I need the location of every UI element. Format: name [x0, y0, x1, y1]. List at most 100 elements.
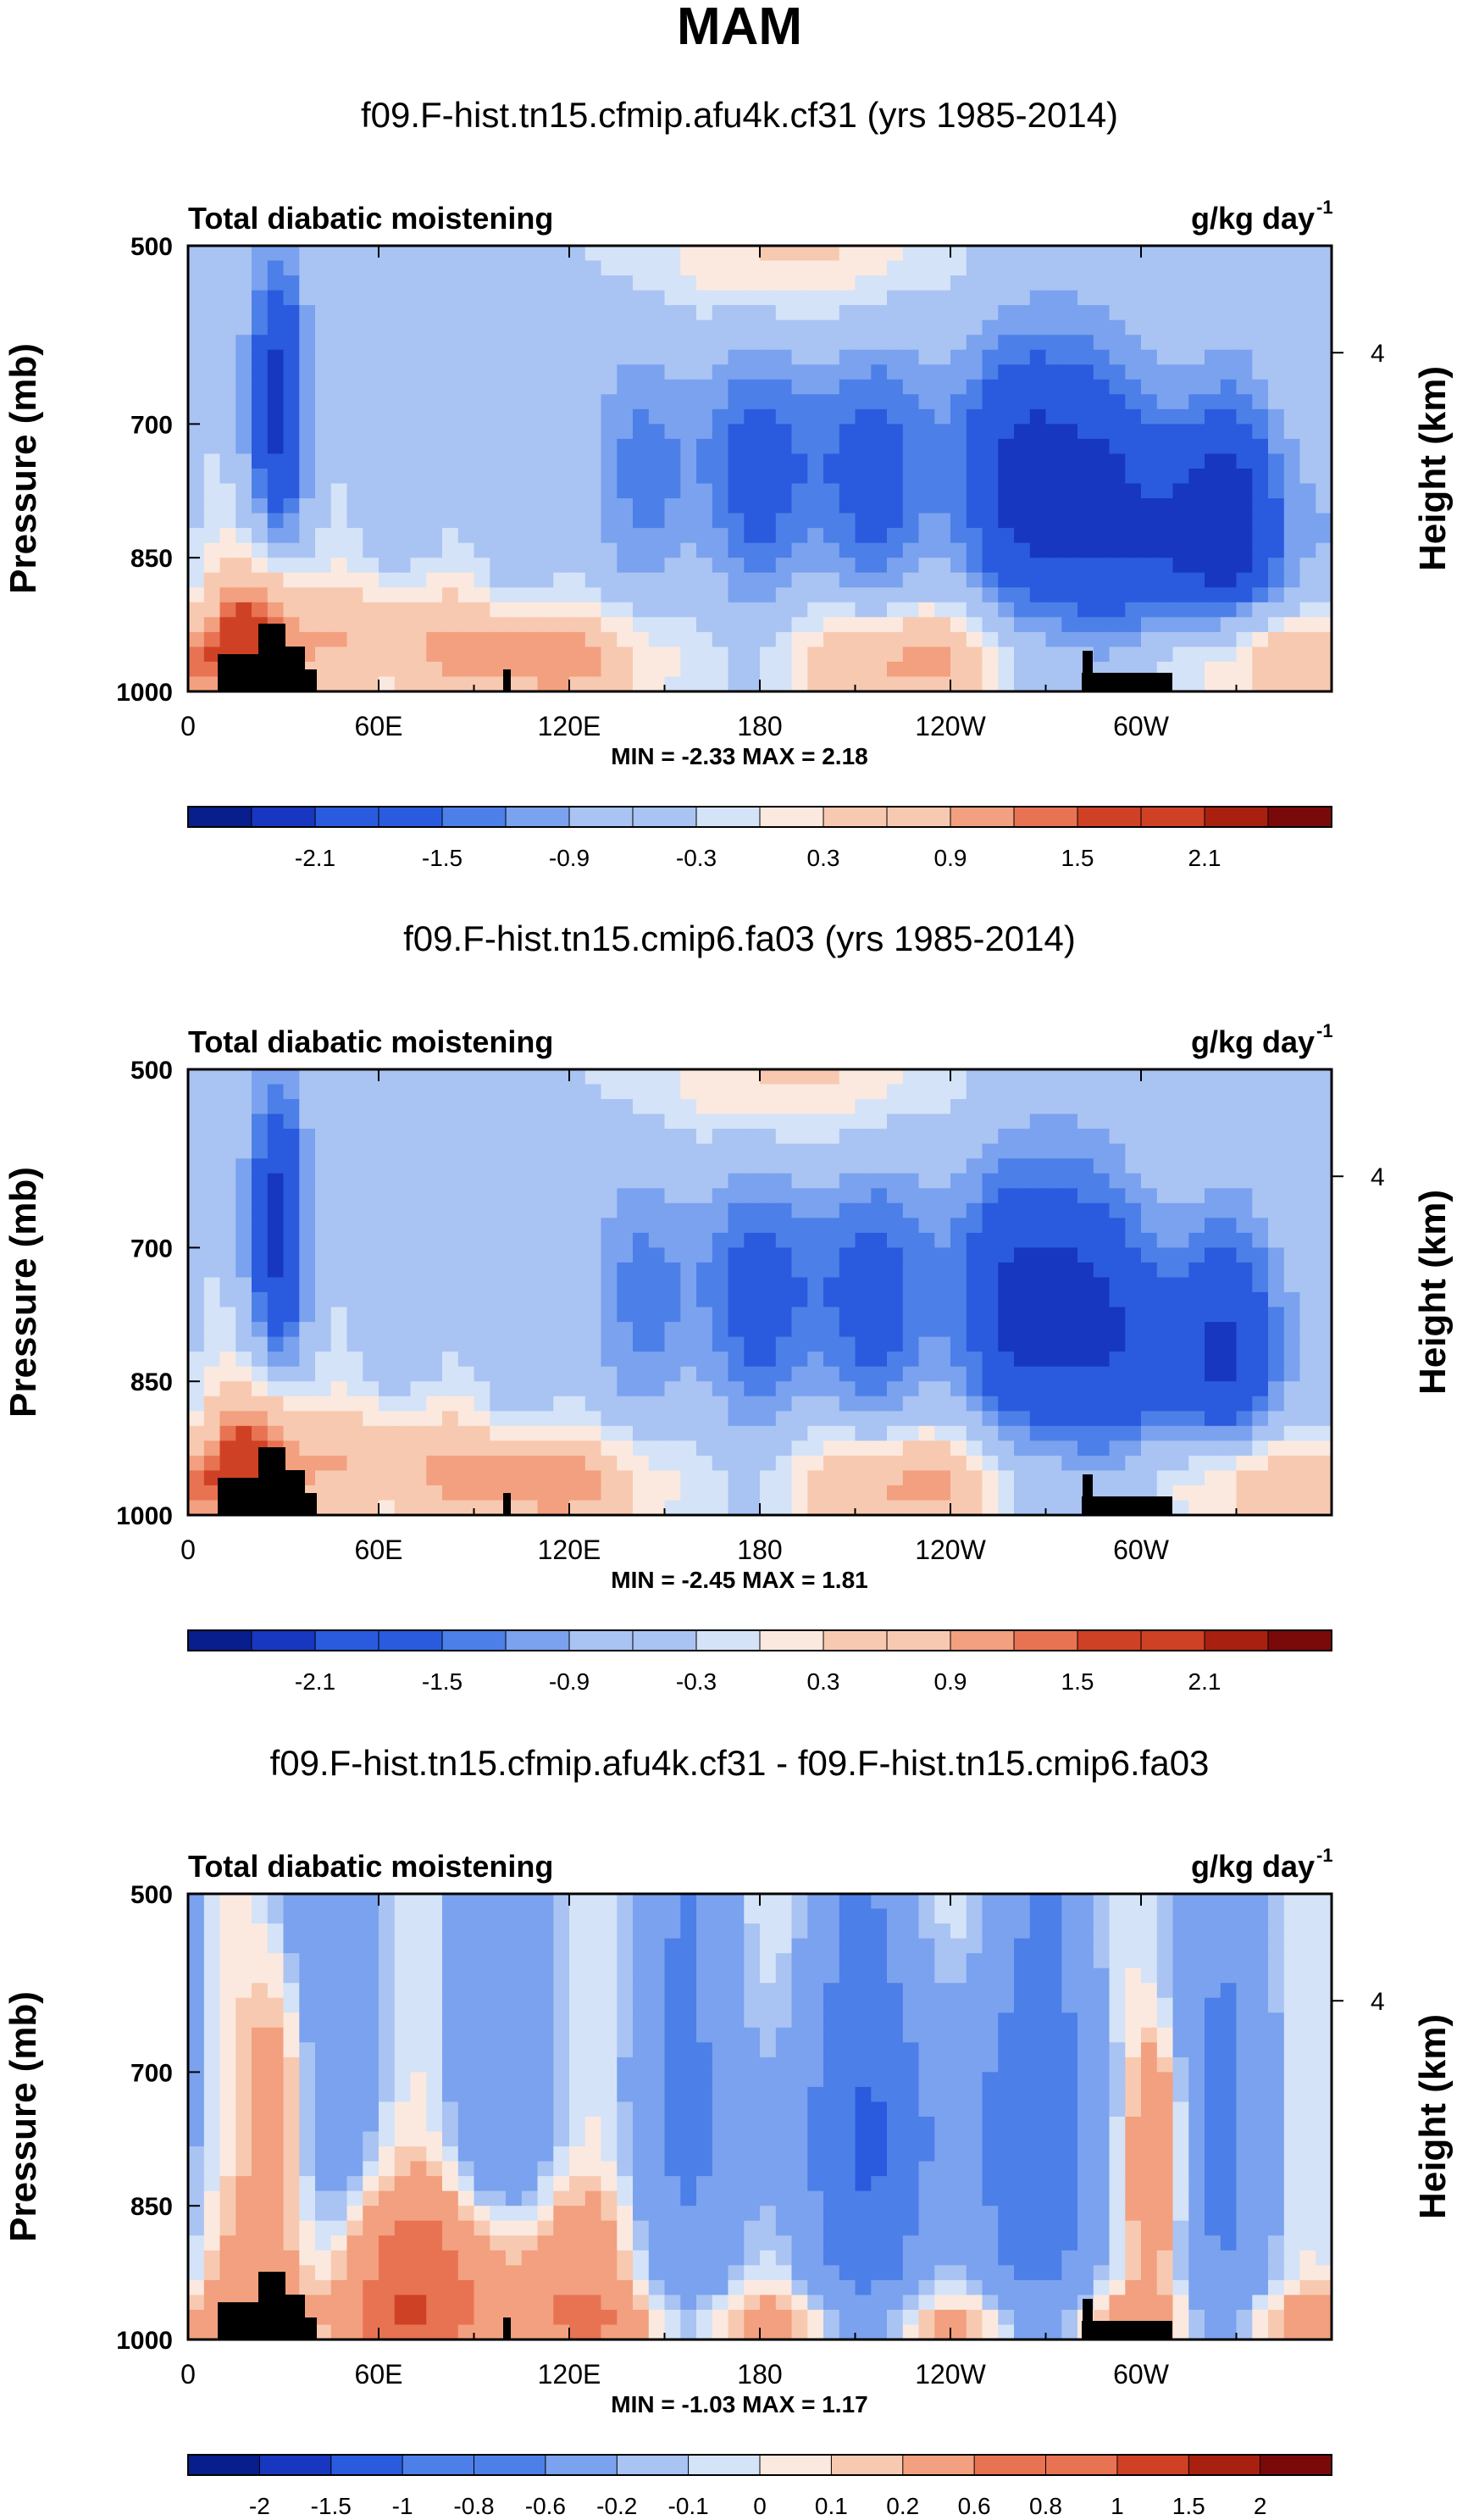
field-cell: [1125, 1381, 1142, 1397]
field-cell: [283, 528, 300, 544]
field-cell: [1172, 1307, 1189, 1323]
field-cell: [410, 1069, 427, 1085]
field-cell: [330, 1158, 348, 1174]
field-cell: [299, 1411, 316, 1427]
field-cell: [1093, 335, 1111, 351]
field-cell: [696, 1247, 713, 1263]
field-cell: [426, 349, 443, 365]
field-cell: [1029, 1292, 1047, 1308]
field-cell: [1156, 469, 1174, 485]
field-cell: [379, 528, 396, 544]
field-cell: [346, 1485, 363, 1501]
field-cell: [633, 1470, 650, 1486]
field-cell: [982, 1983, 999, 1999]
field-cell: [490, 513, 507, 529]
field-cell: [363, 1084, 379, 1100]
field-cell: [1205, 1983, 1221, 1999]
field-cell: [1014, 1292, 1031, 1308]
field-cell: [1205, 246, 1221, 262]
field-cell: [394, 1908, 412, 1924]
field-cell: [219, 1202, 236, 1218]
field-cell: [855, 394, 872, 410]
field-cell: [1172, 676, 1189, 692]
field-cell: [1220, 246, 1238, 262]
field-cell: [315, 1277, 332, 1293]
field-cell: [839, 1983, 856, 1999]
field-cell: [1188, 647, 1205, 663]
field-cell: [426, 1173, 443, 1189]
field-cell: [918, 1322, 935, 1338]
field-cell: [728, 364, 745, 380]
field-cell: [506, 1336, 523, 1352]
field-cell: [203, 1894, 221, 1910]
field-cell: [1268, 1173, 1285, 1189]
field-cell: [918, 1381, 935, 1397]
field-cell: [219, 290, 236, 306]
field-cell: [1268, 1908, 1285, 1924]
field-cell: [887, 1307, 904, 1323]
field-cell: [1093, 1336, 1111, 1352]
field-cell: [283, 1953, 300, 1969]
field-cell: [839, 1938, 856, 1954]
field-cell: [283, 1129, 300, 1145]
field-cell: [521, 246, 539, 262]
field-cell: [252, 1983, 269, 1999]
field-cell: [1236, 572, 1253, 588]
field-cell: [871, 438, 888, 454]
field-cell: [871, 1366, 888, 1382]
field-cell: [457, 1069, 475, 1085]
field-cell: [998, 349, 1015, 365]
field-cell: [474, 1277, 490, 1293]
field-cell: [1252, 647, 1269, 663]
field-cell: [569, 438, 586, 454]
field-cell: [982, 1336, 999, 1352]
field-cell: [521, 1322, 539, 1338]
field-cell: [394, 1262, 412, 1278]
field-cell: [744, 275, 761, 291]
field-cell: [680, 587, 697, 603]
field-cell: [1093, 572, 1111, 588]
field-cell: [410, 1938, 427, 1954]
field-cell: [633, 1218, 650, 1234]
field-cell: [1077, 1262, 1094, 1278]
field-cell: [283, 1188, 300, 1204]
field-cell: [950, 1938, 967, 1954]
field-cell: [506, 1440, 523, 1457]
field-cell: [998, 1218, 1015, 1234]
field-cell: [648, 1113, 666, 1130]
field-cell: [728, 617, 745, 633]
field-cell: [601, 1188, 618, 1204]
field-cell: [490, 587, 507, 603]
field-cell: [537, 260, 554, 276]
field-cell: [553, 528, 570, 544]
field-cell: [744, 394, 761, 410]
field-cell: [902, 1084, 920, 1100]
field-cell: [584, 587, 602, 603]
field-cell: [902, 1396, 920, 1412]
y-tick-label: 850: [130, 1368, 173, 1396]
field-cell: [807, 1129, 824, 1145]
field-cell: [363, 394, 379, 410]
field-cell: [664, 290, 681, 306]
field-cell: [696, 1983, 713, 1999]
field-cell: [537, 1262, 554, 1278]
field-cell: [918, 513, 935, 529]
field-cell: [474, 1440, 490, 1457]
field-cell: [839, 676, 856, 692]
field-cell: [1061, 1470, 1078, 1486]
field-cell: [506, 1113, 523, 1130]
field-cell: [426, 1500, 443, 1516]
field-cell: [457, 542, 475, 558]
field-cell: [537, 305, 554, 321]
colorbar-box: [378, 806, 443, 828]
field-cell: [474, 453, 490, 469]
field-cell: [426, 1218, 443, 1234]
field-cell: [1077, 572, 1094, 588]
field-cell: [887, 1113, 904, 1130]
field-cell: [330, 617, 348, 633]
field-cell: [1141, 528, 1158, 544]
field-cell: [950, 1336, 967, 1352]
field-cell: [775, 542, 793, 558]
field-cell: [902, 558, 920, 574]
field-cell: [1125, 1307, 1142, 1323]
